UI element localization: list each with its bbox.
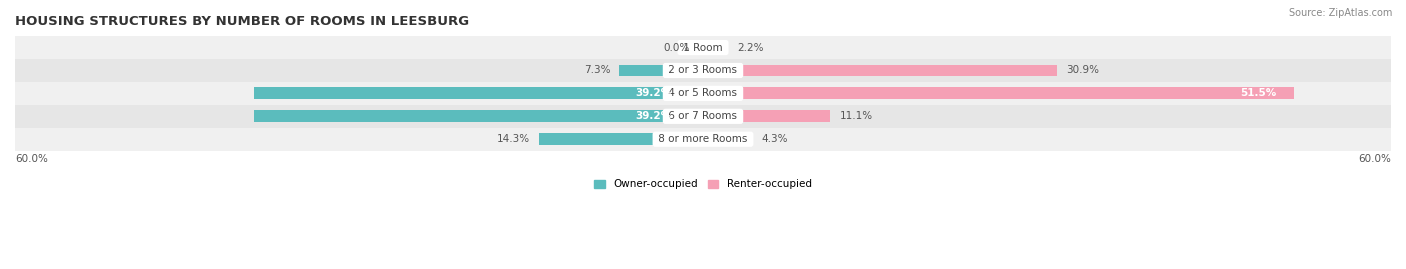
Bar [703,42,728,54]
Bar [703,110,831,122]
Text: 8 or more Rooms: 8 or more Rooms [655,134,751,144]
Text: 7.3%: 7.3% [583,65,610,76]
Text: Source: ZipAtlas.com: Source: ZipAtlas.com [1288,8,1392,18]
Text: 39.2%: 39.2% [636,111,672,121]
Bar [253,87,703,99]
Text: 2.2%: 2.2% [737,43,763,52]
Text: 4 or 5 Rooms: 4 or 5 Rooms [665,89,741,98]
Text: 60.0%: 60.0% [15,154,48,164]
Text: 51.5%: 51.5% [1240,89,1277,98]
Bar [15,128,1391,151]
Text: 0.0%: 0.0% [664,43,689,52]
Text: 4.3%: 4.3% [762,134,787,144]
Bar [15,36,1391,59]
Text: 30.9%: 30.9% [1067,65,1099,76]
Bar [15,59,1391,82]
Bar [703,133,752,145]
Legend: Owner-occupied, Renter-occupied: Owner-occupied, Renter-occupied [591,175,815,194]
Bar [15,105,1391,128]
Text: 6 or 7 Rooms: 6 or 7 Rooms [665,111,741,121]
Text: 11.1%: 11.1% [839,111,873,121]
Bar [253,110,703,122]
Text: 1 Room: 1 Room [681,43,725,52]
Text: 2 or 3 Rooms: 2 or 3 Rooms [665,65,741,76]
Text: 60.0%: 60.0% [1358,154,1391,164]
Text: 39.2%: 39.2% [636,89,672,98]
Bar [15,82,1391,105]
Text: HOUSING STRUCTURES BY NUMBER OF ROOMS IN LEESBURG: HOUSING STRUCTURES BY NUMBER OF ROOMS IN… [15,15,470,28]
Bar [538,133,703,145]
Bar [703,65,1057,76]
Bar [619,65,703,76]
Text: 14.3%: 14.3% [496,134,530,144]
Bar [703,87,1294,99]
